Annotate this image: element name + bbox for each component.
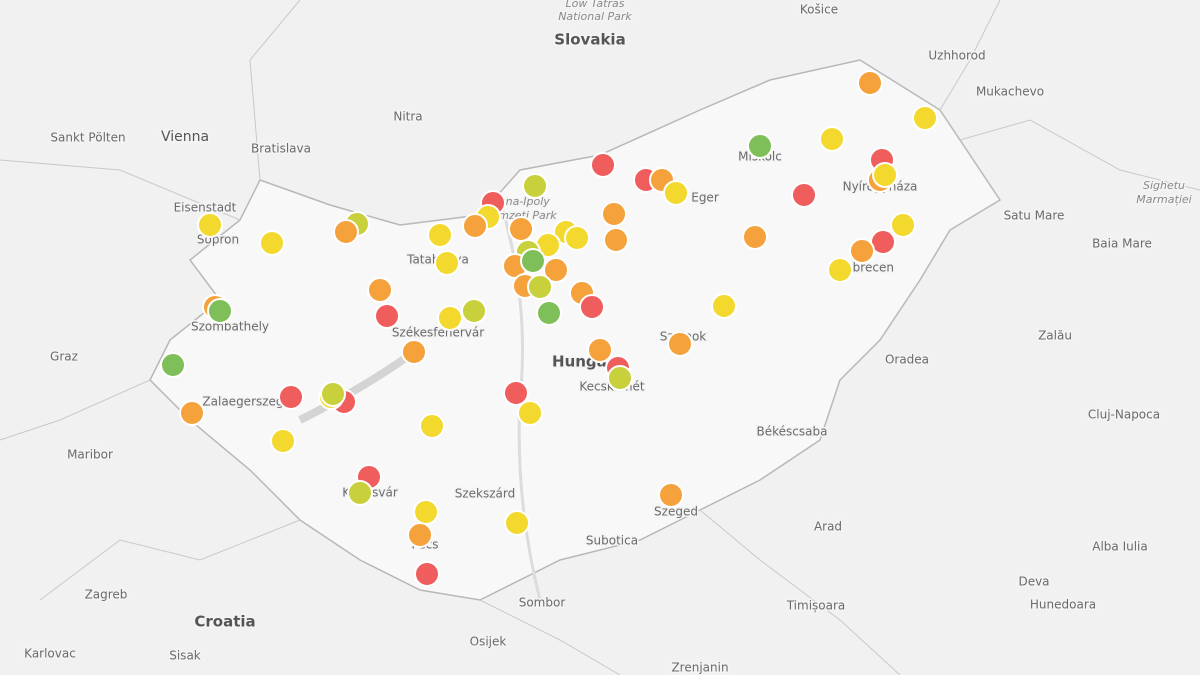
station-marker[interactable] [333,219,359,245]
place-label: Mukachevo [976,85,1044,99]
station-marker[interactable] [414,561,440,587]
place-label: Zalaegerszeg [202,395,283,409]
station-marker[interactable] [462,213,488,239]
place-label: Uzhhorod [928,49,985,63]
place-label: Sisak [169,649,201,663]
station-marker[interactable] [667,331,693,357]
station-marker[interactable] [413,499,439,525]
station-marker[interactable] [207,298,233,324]
place-label: Low Tatras [566,0,625,10]
place-label: Eisenstadt [174,201,237,215]
place-label: Hunedoara [1030,598,1096,612]
station-marker[interactable] [658,482,684,508]
place-label: Graz [50,350,78,364]
station-marker[interactable] [564,225,590,251]
station-marker[interactable] [179,400,205,426]
place-label: Székesfehérvár [392,326,484,340]
station-marker[interactable] [603,227,629,253]
place-label: Osijek [470,635,507,649]
place-label: Croatia [194,613,255,631]
place-label: Maribor [67,448,113,462]
place-label: National Park [558,10,632,23]
place-label: Sighetu [1143,179,1185,192]
station-marker[interactable] [259,230,285,256]
station-marker[interactable] [522,173,548,199]
place-label: Timișoara [786,599,846,613]
place-label: Vienna [161,129,209,145]
station-marker[interactable] [587,337,613,363]
place-label: Eger [691,191,719,205]
place-label: Sombor [519,596,566,610]
station-marker[interactable] [742,224,768,250]
place-label: Szekszárd [455,487,516,501]
station-marker[interactable] [320,381,346,407]
place-label: Bratislava [251,142,311,156]
station-marker[interactable] [579,294,605,320]
station-marker[interactable] [872,162,898,188]
station-marker[interactable] [527,274,553,300]
station-marker[interactable] [434,250,460,276]
station-marker[interactable] [270,428,296,454]
station-marker[interactable] [197,212,223,238]
station-marker[interactable] [427,222,453,248]
place-label: Alba Iulia [1092,540,1148,554]
station-marker[interactable] [407,522,433,548]
place-label: Zagreb [85,588,128,602]
place-label: Baia Mare [1092,237,1152,251]
station-marker[interactable] [504,510,530,536]
station-marker[interactable] [849,238,875,264]
place-label: Nitra [393,110,422,124]
place-label: Arad [814,520,842,534]
place-label: Karlovac [24,647,76,661]
station-marker[interactable] [747,133,773,159]
place-label: Békéscsaba [757,425,828,439]
station-marker[interactable] [347,480,373,506]
station-marker[interactable] [367,277,393,303]
station-marker[interactable] [857,70,883,96]
station-marker[interactable] [711,293,737,319]
hungary-area [149,59,1002,601]
place-label: Satu Mare [1004,209,1065,223]
station-marker[interactable] [890,212,916,238]
markers [160,70,938,587]
station-marker[interactable] [508,216,534,242]
station-marker[interactable] [543,257,569,283]
place-label: Marmației [1136,193,1191,206]
place-label: Szeged [654,505,698,519]
station-marker[interactable] [590,152,616,178]
place-label: Cluj-Napoca [1088,408,1160,422]
station-marker[interactable] [374,303,400,329]
place-label: Szombathely [191,320,269,334]
station-marker[interactable] [503,380,529,406]
station-marker[interactable] [437,305,463,331]
station-marker[interactable] [536,300,562,326]
station-marker[interactable] [160,352,186,378]
place-label: Subotica [586,534,638,548]
place-label: Oradea [885,353,929,367]
station-marker[interactable] [461,298,487,324]
station-marker[interactable] [791,182,817,208]
station-marker[interactable] [419,413,445,439]
station-marker[interactable] [663,180,689,206]
station-marker[interactable] [819,126,845,152]
lake-balaton [298,351,413,424]
station-marker[interactable] [827,257,853,283]
station-marker[interactable] [517,400,543,426]
station-marker[interactable] [278,384,304,410]
place-label: Zalău [1038,329,1072,343]
station-marker[interactable] [401,339,427,365]
station-marker[interactable] [912,105,938,131]
place-label: Sankt Pölten [50,131,125,145]
station-marker[interactable] [601,201,627,227]
place-label: Zrenjanin [671,661,728,675]
place-label: Košice [800,3,838,17]
place-label: Slovakia [554,31,625,49]
station-marker[interactable] [520,248,546,274]
place-label: Deva [1018,575,1049,589]
station-marker[interactable] [607,365,633,391]
